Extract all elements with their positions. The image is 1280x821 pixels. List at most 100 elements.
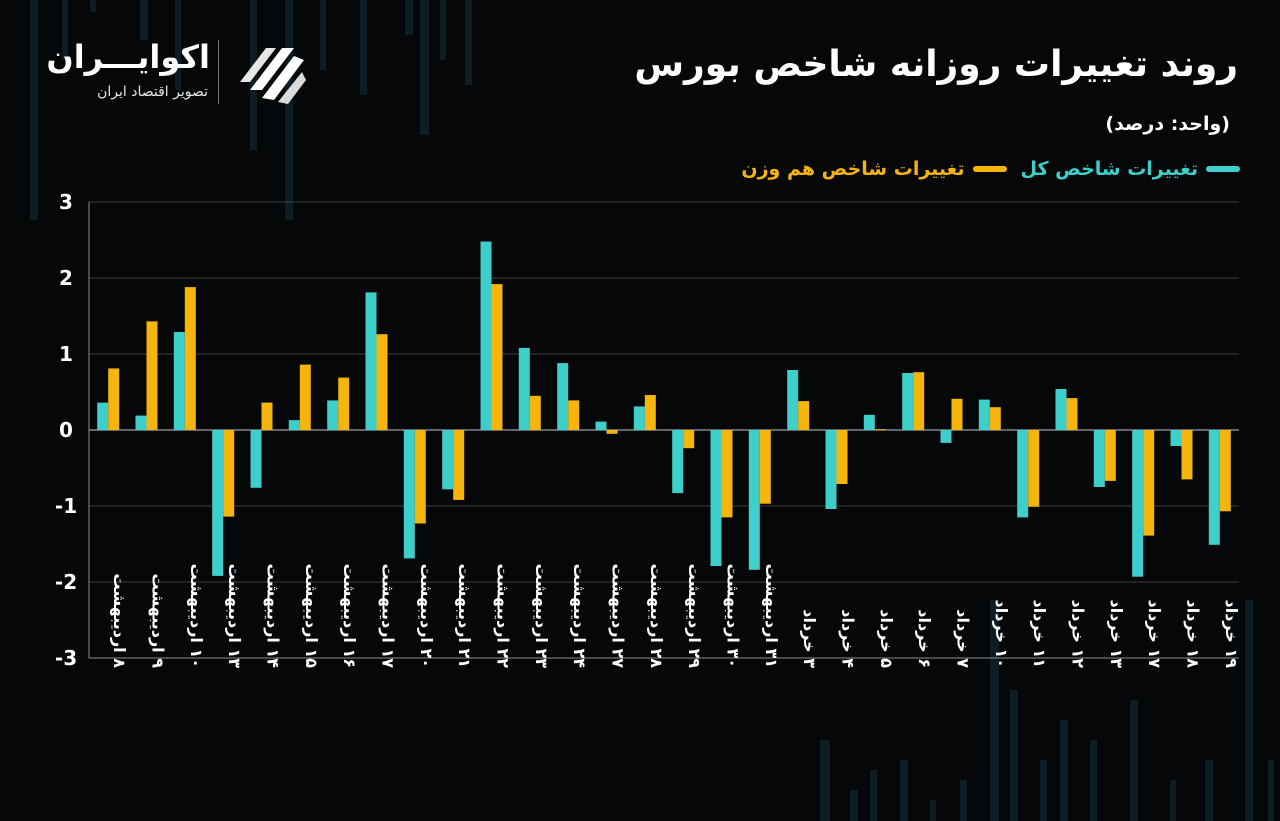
bar-total-index xyxy=(748,430,760,570)
brand-tagline: تصویر اقتصاد ایران xyxy=(97,84,208,100)
bar-total-index xyxy=(403,430,415,559)
bar-equal-weight-index xyxy=(1181,430,1193,480)
decor-bar xyxy=(870,770,877,821)
ekoiran-stripes-icon xyxy=(240,48,306,104)
bar-equal-weight-index xyxy=(299,364,311,430)
decor-bar xyxy=(90,0,96,12)
bar-total-index xyxy=(1093,430,1105,487)
legend-swatch-total xyxy=(1206,166,1240,172)
bar-total-index xyxy=(633,406,645,430)
decor-bar xyxy=(1090,740,1097,821)
x-tick-label: ۱۷ اردیبهشت xyxy=(379,564,398,669)
bar-total-index xyxy=(1170,430,1182,446)
decor-bar xyxy=(420,0,429,135)
decor-bar xyxy=(320,0,326,70)
bar-equal-weight-index xyxy=(1066,398,1078,430)
x-tick-label: ۱۹ خرداد xyxy=(1222,600,1241,669)
bar-equal-weight-index xyxy=(1219,430,1231,512)
bar-equal-weight-index xyxy=(874,429,886,431)
chart-title: روند تغییرات روزانه شاخص بورس xyxy=(634,44,1238,85)
bar-equal-weight-index xyxy=(1143,430,1155,536)
bar-equal-weight-index xyxy=(491,284,503,430)
bar-equal-weight-index xyxy=(261,402,273,430)
bar-equal-weight-index xyxy=(989,407,1001,430)
decor-bar xyxy=(405,0,413,35)
decor-bar xyxy=(1205,760,1213,821)
bar-equal-weight-index xyxy=(606,430,618,434)
x-tick-label: ۲۲ اردیبهشت xyxy=(494,564,513,669)
decor-bar xyxy=(990,600,999,821)
bar-total-index xyxy=(940,430,952,443)
bar-total-index xyxy=(902,373,914,430)
x-tick-label: ۲۱ اردیبهشت xyxy=(455,564,474,668)
x-tick-label: ۲۷ اردیبهشت xyxy=(609,564,628,669)
bar-equal-weight-index xyxy=(338,377,350,430)
x-tick-label: ۱۳ خرداد xyxy=(1107,600,1126,669)
bar-total-index xyxy=(1055,389,1067,430)
decor-bar xyxy=(1170,780,1176,821)
decor-bar xyxy=(820,740,830,821)
bar-equal-weight-index xyxy=(683,430,695,449)
decor-bar xyxy=(1040,760,1047,821)
decor-bar xyxy=(1010,690,1018,821)
bar-equal-weight-index xyxy=(951,398,963,430)
x-tick-label: ۴ خرداد xyxy=(839,609,858,668)
bar-total-index xyxy=(825,430,837,509)
legend-label-total: تغییرات شاخص کل xyxy=(1020,158,1198,180)
y-tick-label: -3 xyxy=(55,646,77,670)
bar-equal-weight-index xyxy=(453,430,465,500)
decor-bar xyxy=(930,800,936,821)
unit-label: (واحد: درصد) xyxy=(1105,113,1230,135)
bar-equal-weight-index xyxy=(1104,430,1116,481)
x-tick-label: ۱۳ اردیبهشت xyxy=(225,564,244,669)
bar-equal-weight-index xyxy=(568,400,580,430)
decor-bar xyxy=(175,0,181,90)
x-tick-label: ۱۰ اردیبهشت xyxy=(187,564,206,668)
x-tick-label: ۵ خرداد xyxy=(877,609,896,668)
y-tick-label: -2 xyxy=(55,570,77,594)
x-tick-label: ۱۸ خرداد xyxy=(1184,600,1203,669)
decor-bar xyxy=(440,0,446,60)
bar-equal-weight-index xyxy=(376,334,388,430)
x-tick-label: ۱۷ خرداد xyxy=(1145,600,1164,669)
x-tick-label: ۳۰ اردیبهشت xyxy=(724,564,743,668)
decor-bar xyxy=(1130,700,1138,821)
bar-total-index xyxy=(557,363,569,430)
decor-bar xyxy=(360,0,367,95)
bar-equal-weight-index xyxy=(798,401,810,430)
x-tick-label: ۷ خرداد xyxy=(954,609,973,668)
bar-total-index xyxy=(442,430,454,490)
y-tick-label: 3 xyxy=(59,190,73,214)
bar-total-index xyxy=(97,402,109,430)
x-tick-label: ۶ خرداد xyxy=(915,609,934,668)
decor-bar xyxy=(960,780,967,821)
bar-equal-weight-index xyxy=(913,372,925,430)
bar-total-index xyxy=(1132,430,1144,577)
decor-bar xyxy=(850,790,858,821)
bar-total-index xyxy=(212,430,224,576)
bar-total-index xyxy=(1017,430,1029,518)
legend-label-equal: تغییرات شاخص هم وزن xyxy=(741,158,965,180)
x-tick-label: ۳۱ اردیبهشت xyxy=(762,564,781,668)
legend-item-equal: تغییرات شاخص هم وزن xyxy=(741,158,1007,180)
brand-logo-block: اکوایـــران تصویر اقتصاد ایران xyxy=(46,38,316,108)
decor-bar xyxy=(1268,760,1274,821)
bar-total-index xyxy=(250,430,262,488)
x-tick-label: ۱۰ خرداد xyxy=(992,600,1011,669)
decor-bar xyxy=(465,0,472,85)
decor-bar xyxy=(140,0,148,40)
legend-item-total: تغییرات شاخص کل xyxy=(1021,158,1240,180)
x-tick-label: ۲۴ اردیبهشت xyxy=(570,564,589,669)
x-tick-label: ۸ اردیبهشت xyxy=(110,573,129,668)
bar-total-index xyxy=(863,414,875,430)
decor-bar xyxy=(1245,600,1253,821)
bar-total-index xyxy=(480,241,492,430)
x-tick-label: ۲۹ اردیبهشت xyxy=(685,564,704,669)
brand-name: اکوایـــران xyxy=(46,38,210,76)
bar-equal-weight-index xyxy=(108,368,120,430)
y-tick-label: 0 xyxy=(59,418,73,442)
x-tick-label: ۳ خرداد xyxy=(800,609,819,668)
bar-equal-weight-index xyxy=(721,430,733,518)
bar-equal-weight-index xyxy=(1028,430,1040,507)
